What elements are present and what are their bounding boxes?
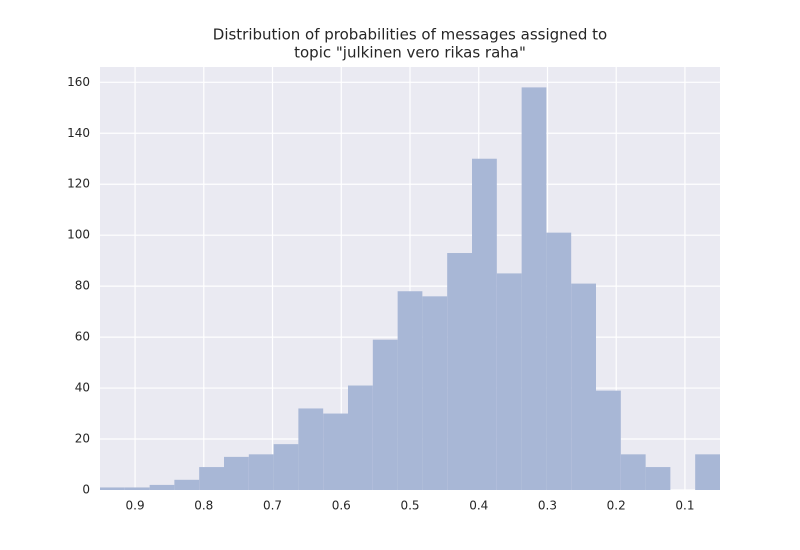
y-tick-label: 140 [67, 126, 90, 140]
bar [124, 487, 150, 490]
bar [422, 296, 448, 490]
y-tick-label: 80 [75, 279, 90, 293]
x-tick-label: 0.3 [538, 499, 557, 513]
bar [199, 467, 224, 490]
x-tick-label: 0.7 [263, 499, 282, 513]
bar [447, 253, 472, 490]
y-tick-label: 0 [82, 483, 90, 497]
bar [248, 454, 274, 490]
y-tick-label: 120 [67, 177, 90, 191]
x-tick-label: 0.9 [126, 499, 145, 513]
bar [645, 467, 671, 490]
bar [372, 339, 398, 490]
bar [298, 408, 324, 490]
bar [397, 291, 423, 490]
y-tick-label: 160 [67, 75, 90, 89]
x-tick-label: 0.2 [607, 499, 626, 513]
y-tick-label: 100 [67, 228, 90, 242]
bar [100, 487, 125, 490]
bar [695, 454, 720, 490]
x-tick-label: 0.8 [194, 499, 213, 513]
bar [348, 385, 373, 490]
bar [571, 283, 596, 490]
x-tick-label: 0.5 [400, 499, 419, 513]
bar [273, 444, 299, 490]
x-tick-label: 0.1 [675, 499, 694, 513]
bar [224, 456, 249, 490]
bar [472, 158, 497, 491]
y-tick-label: 40 [75, 381, 90, 395]
y-tick-label: 60 [75, 330, 90, 344]
x-tick-label: 0.6 [332, 499, 351, 513]
bar [174, 479, 200, 490]
y-tick-label: 20 [75, 432, 90, 446]
bar [149, 484, 175, 490]
bar [323, 413, 348, 490]
bar [496, 273, 522, 490]
chart-title: Distribution of probabilities of message… [213, 26, 607, 44]
bar [596, 390, 621, 490]
x-tick-label: 0.4 [469, 499, 488, 513]
chart-title: topic "julkinen vero rikas raha" [294, 44, 526, 62]
bar [546, 232, 572, 491]
bar [521, 87, 547, 490]
bar [620, 454, 646, 490]
